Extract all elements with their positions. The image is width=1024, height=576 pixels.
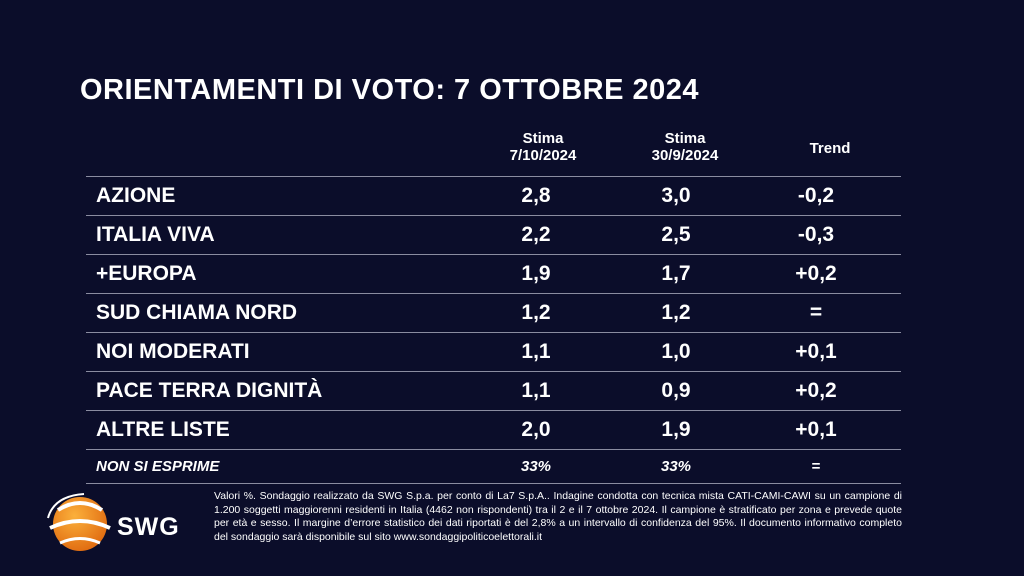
swg-logo bbox=[40, 488, 200, 558]
page-title: ORIENTAMENTI DI VOTO: 7 OTTOBRE 2024 bbox=[80, 74, 700, 106]
party-name: NON SI ESPRIME bbox=[96, 458, 220, 475]
trend-value: = bbox=[811, 458, 821, 475]
column-header-line1: Stima bbox=[664, 130, 706, 147]
table-row: ITALIA VIVA 2,2 2,5 -0,3 bbox=[86, 215, 901, 254]
column-header-stima-current: Stima 7/10/2024 bbox=[473, 130, 613, 164]
trend-value: +0,1 bbox=[795, 418, 837, 441]
estimate-previous: 3,0 bbox=[661, 184, 691, 207]
trend-value: +0,2 bbox=[795, 262, 837, 285]
trend-value: -0,2 bbox=[797, 184, 835, 207]
estimate-previous: 0,9 bbox=[661, 379, 691, 402]
trend-value: = bbox=[809, 301, 823, 324]
estimate-previous: 2,5 bbox=[661, 223, 691, 246]
column-header-line2: 7/10/2024 bbox=[509, 147, 577, 164]
estimate-current: 1,9 bbox=[521, 262, 551, 285]
estimate-current: 1,2 bbox=[521, 301, 551, 324]
estimate-current: 1,1 bbox=[521, 340, 551, 363]
estimate-current: 2,0 bbox=[521, 418, 551, 441]
table-row: ALTRE LISTE 2,0 1,9 +0,1 bbox=[86, 410, 901, 449]
table-row-non-si-esprime: NON SI ESPRIME 33% 33% = bbox=[86, 449, 901, 484]
table-row: NOI MODERATI 1,1 1,0 +0,1 bbox=[86, 332, 901, 371]
estimate-previous: 1,7 bbox=[661, 262, 691, 285]
trend-value: -0,3 bbox=[797, 223, 835, 246]
party-name: ITALIA VIVA bbox=[96, 223, 215, 246]
estimate-current: 1,1 bbox=[521, 379, 551, 402]
party-name: NOI MODERATI bbox=[96, 340, 250, 363]
globe-icon bbox=[47, 493, 111, 551]
column-header-line1: Trend bbox=[809, 140, 851, 157]
column-header-line1: Stima bbox=[522, 130, 564, 147]
estimate-current: 2,2 bbox=[521, 223, 551, 246]
column-header-trend: Trend bbox=[760, 140, 900, 157]
estimate-previous: 33% bbox=[660, 458, 692, 475]
methodology-note: Valori %. Sondaggio realizzato da SWG S.… bbox=[214, 490, 902, 543]
table-row: SUD CHIAMA NORD 1,2 1,2 = bbox=[86, 293, 901, 332]
trend-value: +0,2 bbox=[795, 379, 837, 402]
logo-text: SWG bbox=[117, 513, 180, 541]
party-name: ALTRE LISTE bbox=[96, 418, 230, 441]
party-name: +EUROPA bbox=[96, 262, 197, 285]
estimate-previous: 1,2 bbox=[661, 301, 691, 324]
party-name: AZIONE bbox=[96, 184, 176, 207]
estimate-previous: 1,9 bbox=[661, 418, 691, 441]
party-name: SUD CHIAMA NORD bbox=[96, 301, 298, 324]
column-header-stima-previous: Stima 30/9/2024 bbox=[615, 130, 755, 164]
table-row: AZIONE 2,8 3,0 -0,2 bbox=[86, 176, 901, 215]
table-row: +EUROPA 1,9 1,7 +0,2 bbox=[86, 254, 901, 293]
vote-table: AZIONE 2,8 3,0 -0,2 ITALIA VIVA 2,2 2,5 … bbox=[86, 176, 901, 484]
table-row: PACE TERRA DIGNITÀ 1,1 0,9 +0,2 bbox=[86, 371, 901, 410]
party-name: PACE TERRA DIGNITÀ bbox=[96, 379, 323, 402]
estimate-current: 33% bbox=[520, 458, 552, 475]
column-header-line2: 30/9/2024 bbox=[651, 147, 719, 164]
trend-value: +0,1 bbox=[795, 340, 837, 363]
estimate-previous: 1,0 bbox=[661, 340, 691, 363]
estimate-current: 2,8 bbox=[521, 184, 551, 207]
